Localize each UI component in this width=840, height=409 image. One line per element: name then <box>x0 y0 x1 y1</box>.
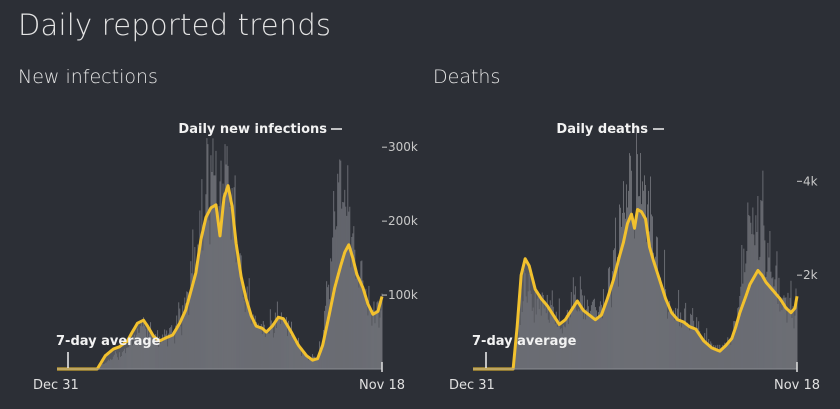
x-end-label: Nov 18 <box>774 378 820 393</box>
y-tick-label: 4k <box>803 174 818 188</box>
daily-bars <box>513 125 798 369</box>
x-start-label: Dec 31 <box>449 378 495 393</box>
infections-chart: 100k 200k 300k Dec 31 Nov 18 Daily new infect… <box>33 122 418 393</box>
x-start-label: Dec 31 <box>33 378 79 393</box>
infections-chart-title: New infections <box>18 66 158 88</box>
y-tick-label: 2k <box>803 268 818 282</box>
bar-series-label: Daily new infections <box>178 122 327 137</box>
y-tick-label: 100k <box>388 288 418 302</box>
daily-bars <box>97 138 383 369</box>
y-tick-label: 200k <box>388 214 418 228</box>
deaths-chart: 2k 4k Dec 31 Nov 18 Daily deaths 7-day averag… <box>449 122 820 393</box>
seven-day-average-line <box>56 184 384 371</box>
page-title: Daily reported trends <box>18 8 332 42</box>
seven-day-average-line <box>472 207 799 371</box>
deaths-chart-title: Deaths <box>433 66 501 88</box>
bar-series-label: Daily deaths <box>556 122 648 137</box>
average-label: 7-day average <box>472 334 577 349</box>
y-tick-label: 300k <box>388 140 418 154</box>
x-end-label: Nov 18 <box>359 378 405 393</box>
average-label: 7-day average <box>56 334 161 349</box>
